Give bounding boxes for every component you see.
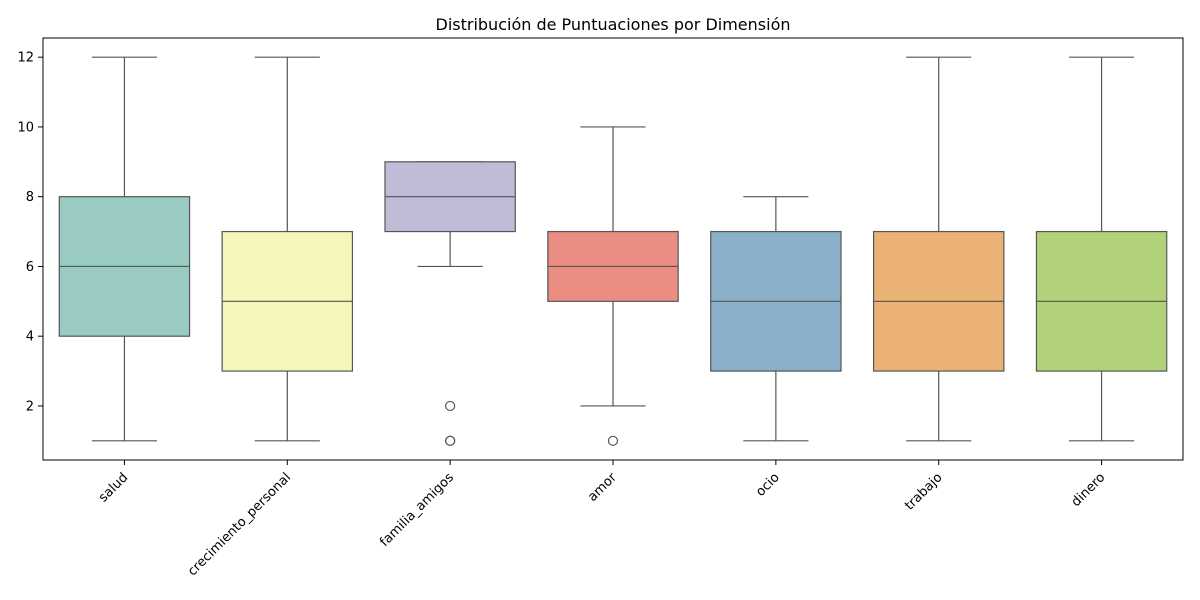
box-group-amor — [547, 126, 679, 446]
outlier-point — [607, 435, 619, 446]
y-axis: 2 4 6 8 10 12 — [17, 51, 43, 414]
x-tick-label: trabajo — [902, 470, 945, 513]
plot-frame — [42, 37, 1184, 461]
x-tick-label: familia_amigos — [377, 470, 457, 550]
x-axis: salud crecimiento_personal familia_amigos a… — [96, 460, 1108, 579]
boxes-layer — [58, 56, 1168, 446]
y-tick-label: 10 — [17, 120, 34, 135]
box-group-crecimiento-personal — [221, 56, 354, 442]
x-tick-label: amor — [585, 470, 620, 505]
box-group-dinero — [1035, 56, 1168, 442]
x-tick-label: ocio — [753, 470, 782, 499]
y-tick-label: 2 — [26, 399, 34, 414]
box-group-ocio — [710, 196, 842, 442]
x-tick-label: crecimiento_personal — [185, 470, 294, 579]
box-group-familia-amigos — [384, 161, 516, 446]
box-group-trabajo — [872, 56, 1005, 442]
y-tick-label: 4 — [26, 330, 34, 345]
y-tick-label: 6 — [26, 260, 34, 275]
x-tick-label: dinero — [1069, 470, 1109, 510]
x-tick-label: salud — [96, 470, 131, 505]
chart-title: Distribución de Puntuaciones por Dimensi… — [436, 15, 791, 34]
outlier-point — [445, 435, 456, 446]
outlier-point — [445, 400, 456, 412]
y-tick-label: 12 — [17, 51, 34, 66]
box-group-salud — [58, 56, 191, 442]
y-tick-label: 8 — [26, 190, 34, 205]
